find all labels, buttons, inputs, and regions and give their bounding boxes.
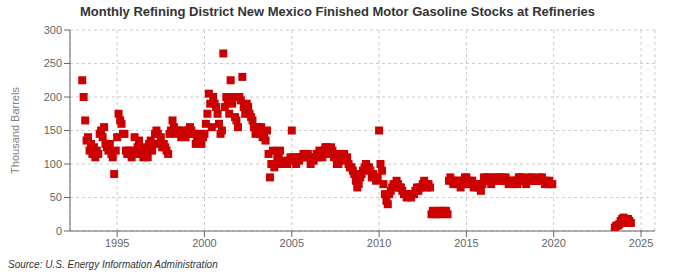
svg-text:2000: 2000 [192,237,216,249]
svg-text:0: 0 [56,225,62,237]
svg-text:300: 300 [44,24,62,36]
svg-text:2015: 2015 [454,237,478,249]
svg-text:150: 150 [44,124,62,136]
html-text:Monthly Refining District New: Monthly Refining District New Mexico Fin… [80,4,595,19]
svg-text:250: 250 [44,57,62,69]
svg-text:2020: 2020 [541,237,565,249]
svg-text:200: 200 [44,91,62,103]
svg-text:50: 50 [50,191,62,203]
svg-text:2010: 2010 [367,237,391,249]
svg-text:Thousand Barrels: Thousand Barrels [9,87,21,174]
svg-text:2005: 2005 [280,237,304,249]
svg-text:100: 100 [44,158,62,170]
html-text:Source: U.S. Energy Informatio: Source: U.S. Energy Information Administ… [8,259,218,270]
svg-text:2025: 2025 [629,237,653,249]
svg-text:1995: 1995 [105,237,129,249]
